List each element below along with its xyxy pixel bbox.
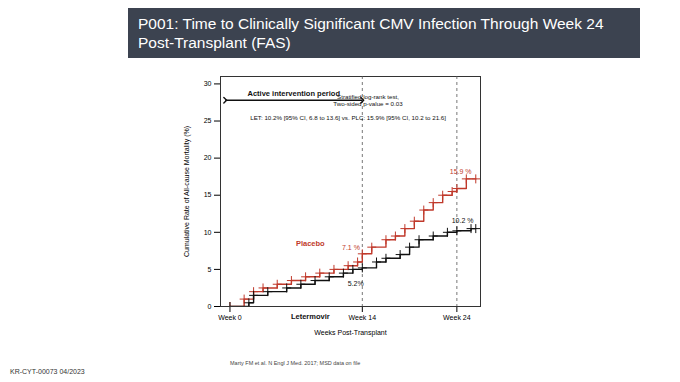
svg-text:Placebo: Placebo <box>296 239 325 248</box>
svg-text:10: 10 <box>204 229 212 236</box>
svg-text:7.1 %: 7.1 % <box>342 244 360 251</box>
svg-text:30: 30 <box>204 80 212 87</box>
svg-text:15: 15 <box>204 191 212 198</box>
svg-text:Week 24: Week 24 <box>443 314 471 321</box>
svg-text:5.2%: 5.2% <box>348 280 364 287</box>
svg-text:Week 0: Week 0 <box>218 314 242 321</box>
svg-text:Week 14: Week 14 <box>349 314 377 321</box>
svg-text:Cumulative Rate of All-cause M: Cumulative Rate of All-cause Mortality (… <box>183 126 191 257</box>
html-text:KR-CYT-00073 04/2023: KR-CYT-00073 04/2023 <box>10 368 85 375</box>
svg-text:10.2 %: 10.2 % <box>452 217 474 224</box>
svg-text:Weeks Post-Transplant: Weeks Post-Transplant <box>314 329 386 337</box>
svg-text:Active intervention period: Active intervention period <box>248 89 341 98</box>
svg-text:0: 0 <box>208 303 212 310</box>
svg-text:25: 25 <box>204 117 212 124</box>
html-text:P001: Time to Clinically Signi: P001: Time to Clinically Significant CMV… <box>138 15 604 51</box>
svg-text:15.9 %: 15.9 % <box>450 168 472 175</box>
svg-text:LET: 10.2% [95% CI, 6.8 to 13.: LET: 10.2% [95% CI, 6.8 to 13.6] vs. PLC… <box>250 114 446 121</box>
svg-text:Letermovir: Letermovir <box>291 312 330 321</box>
svg-text:5: 5 <box>208 266 212 273</box>
html-text:Marty FM et al. N Engl J Med.: Marty FM et al. N Engl J Med. 2017; MSD … <box>230 360 361 366</box>
svg-text:20: 20 <box>204 154 212 161</box>
svg-text:Stratified log-rank test,Two-s: Stratified log-rank test,Two-sided p-val… <box>333 93 403 107</box>
